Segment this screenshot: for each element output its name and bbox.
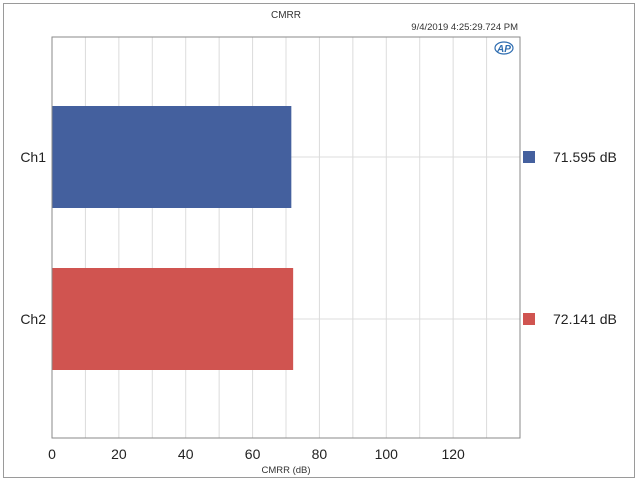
x-tick-label: 20 [111,446,127,462]
category-label-ch1: Ch1 [20,149,46,165]
x-tick-label: 100 [375,446,399,462]
legend-value-ch1: 71.595 dB [553,149,617,165]
chart-frame [3,3,635,478]
bar-ch2 [52,268,294,370]
ap-logo: AP [494,41,514,55]
x-axis-label: CMRR (dB) [261,465,310,476]
legend-swatch-ch2 [523,313,535,325]
bar-ch1 [52,106,292,208]
chart-title: CMRR [271,10,301,21]
x-tick-label: 120 [441,446,465,462]
x-tick-label: 0 [48,446,56,462]
legend-swatch-ch1 [523,151,535,163]
x-tick-label: 80 [312,446,328,462]
timestamp: 9/4/2019 4:25:29.724 PM [411,22,518,33]
x-tick-label: 40 [178,446,194,462]
x-tick-label: 60 [245,446,261,462]
legend-value-ch2: 72.141 dB [553,311,617,327]
logo-text: AP [496,44,511,55]
plot-area-border [51,36,521,439]
category-label-ch2: Ch2 [20,311,46,327]
